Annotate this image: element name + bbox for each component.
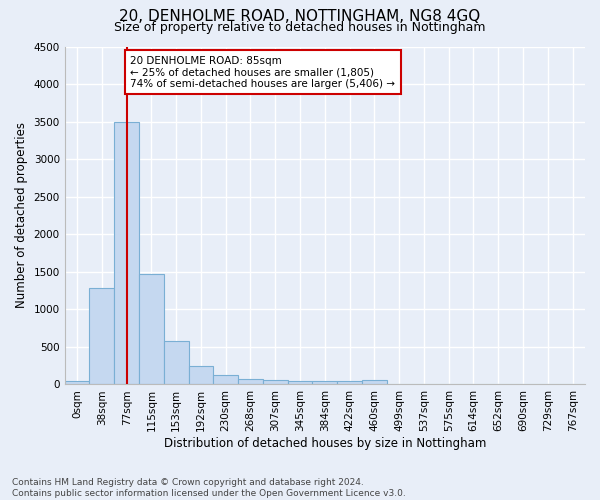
Bar	[287, 381, 313, 384]
Text: Contains HM Land Registry data © Crown copyright and database right 2024.
Contai: Contains HM Land Registry data © Crown c…	[12, 478, 406, 498]
X-axis label: Distribution of detached houses by size in Nottingham: Distribution of detached houses by size …	[164, 437, 486, 450]
Bar	[362, 380, 387, 384]
Text: 20 DENHOLME ROAD: 85sqm
← 25% of detached houses are smaller (1,805)
74% of semi: 20 DENHOLME ROAD: 85sqm ← 25% of detache…	[130, 56, 395, 88]
Bar	[214, 376, 238, 384]
Bar	[337, 381, 362, 384]
Bar	[164, 341, 188, 384]
Y-axis label: Number of detached properties: Number of detached properties	[15, 122, 28, 308]
Text: 20, DENHOLME ROAD, NOTTINGHAM, NG8 4GQ: 20, DENHOLME ROAD, NOTTINGHAM, NG8 4GQ	[119, 9, 481, 24]
Bar	[89, 288, 114, 384]
Bar	[313, 381, 337, 384]
Bar	[188, 366, 214, 384]
Bar	[139, 274, 164, 384]
Bar	[65, 382, 89, 384]
Bar	[263, 380, 287, 384]
Bar	[114, 122, 139, 384]
Text: Size of property relative to detached houses in Nottingham: Size of property relative to detached ho…	[114, 21, 486, 34]
Bar	[238, 379, 263, 384]
